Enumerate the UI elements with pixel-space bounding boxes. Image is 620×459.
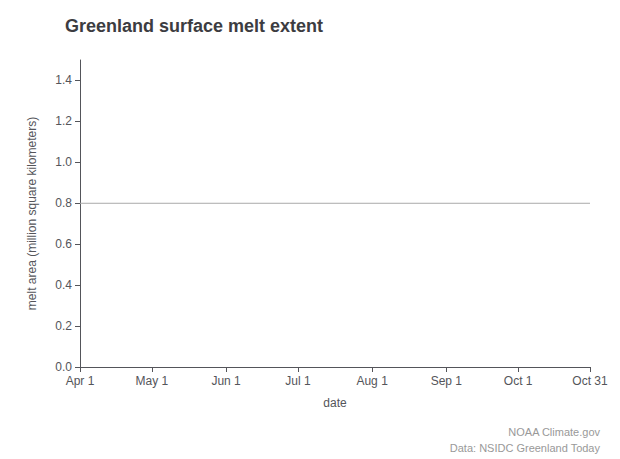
svg-text:date: date [323,396,347,410]
svg-text:Sep 1: Sep 1 [431,374,463,388]
svg-text:Data: NSIDC Greenland Today: Data: NSIDC Greenland Today [450,442,601,454]
svg-text:May 1: May 1 [135,374,168,388]
svg-text:Apr 1: Apr 1 [66,374,95,388]
svg-text:Jun 1: Jun 1 [211,374,241,388]
svg-text:Greenland surface melt extent: Greenland surface melt extent [65,16,323,36]
svg-text:Aug 1: Aug 1 [356,374,388,388]
svg-text:1.2: 1.2 [55,114,72,128]
svg-text:0.4: 0.4 [55,278,72,292]
svg-text:1.4: 1.4 [55,73,72,87]
svg-text:NOAA Climate.gov: NOAA Climate.gov [508,426,600,438]
svg-text:Oct 1: Oct 1 [504,374,533,388]
svg-text:Oct 31: Oct 31 [572,374,608,388]
svg-text:0.6: 0.6 [55,237,72,251]
svg-text:1.0: 1.0 [55,155,72,169]
svg-text:melt area (million square kilo: melt area (million square kilometers) [25,117,39,310]
svg-text:0.0: 0.0 [55,360,72,374]
svg-text:0.2: 0.2 [55,319,72,333]
svg-text:Jul 1: Jul 1 [285,374,311,388]
svg-text:0.8: 0.8 [55,196,72,210]
